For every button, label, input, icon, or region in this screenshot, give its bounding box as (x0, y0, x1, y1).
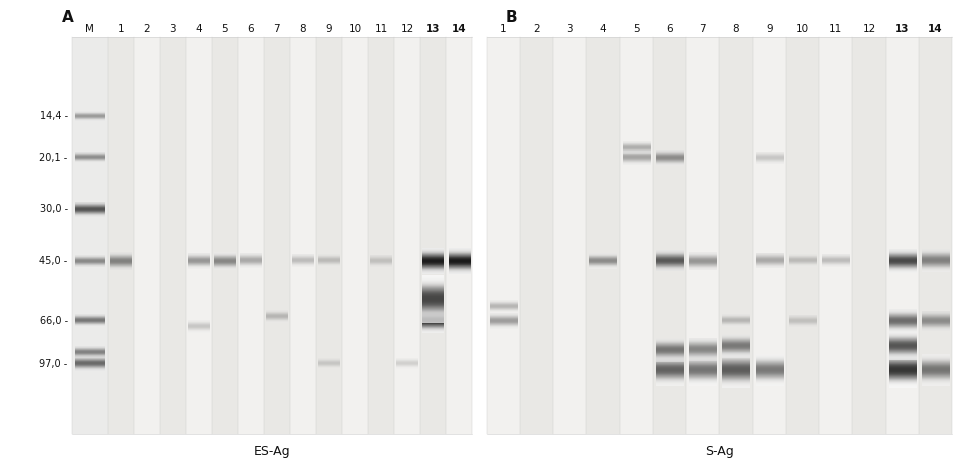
Text: 8: 8 (732, 24, 739, 34)
Text: 6: 6 (247, 24, 253, 34)
Text: 10: 10 (348, 24, 361, 34)
Text: 20,1 -: 20,1 - (39, 153, 68, 163)
Bar (315, 37, 341, 434)
Text: 6: 6 (665, 24, 672, 34)
Bar (884, 37, 918, 434)
Text: 4: 4 (195, 24, 202, 34)
Text: 97,0 -: 97,0 - (39, 359, 68, 369)
Bar (237, 37, 264, 434)
Text: 45,0 -: 45,0 - (39, 256, 68, 266)
Bar (618, 37, 652, 434)
Text: 13: 13 (425, 24, 440, 34)
Text: A: A (62, 10, 73, 25)
Text: 11: 11 (375, 24, 387, 34)
Text: 8: 8 (299, 24, 306, 34)
Bar (394, 37, 419, 434)
Bar (186, 37, 212, 434)
Bar (652, 37, 685, 434)
Text: 10: 10 (795, 24, 808, 34)
Text: 14,4 -: 14,4 - (40, 111, 68, 121)
Bar (918, 37, 951, 434)
Bar (446, 37, 472, 434)
Text: 30,0 -: 30,0 - (40, 204, 68, 214)
Bar (752, 37, 785, 434)
Text: 13: 13 (894, 24, 908, 34)
Text: 12: 12 (862, 24, 875, 34)
Bar (341, 37, 368, 434)
Bar (519, 37, 553, 434)
Text: 1: 1 (117, 24, 124, 34)
Bar (785, 37, 819, 434)
Text: 9: 9 (325, 24, 332, 34)
Text: 11: 11 (828, 24, 841, 34)
Bar (71, 37, 108, 434)
Bar (419, 37, 446, 434)
Text: 5: 5 (632, 24, 639, 34)
Bar (159, 37, 186, 434)
Bar (586, 37, 618, 434)
Text: 7: 7 (699, 24, 705, 34)
Text: ES-Ag: ES-Ag (253, 445, 290, 458)
Text: 14: 14 (452, 24, 466, 34)
Bar (685, 37, 719, 434)
Text: S-Ag: S-Ag (704, 445, 733, 458)
Text: 2: 2 (533, 24, 539, 34)
Bar (212, 37, 237, 434)
Text: 14: 14 (927, 24, 942, 34)
Text: 4: 4 (599, 24, 605, 34)
Text: 3: 3 (566, 24, 573, 34)
Bar (368, 37, 394, 434)
Text: 2: 2 (143, 24, 150, 34)
Text: 7: 7 (274, 24, 280, 34)
Bar (851, 37, 884, 434)
Text: 9: 9 (765, 24, 772, 34)
Bar (108, 37, 133, 434)
Text: 1: 1 (499, 24, 506, 34)
Bar (290, 37, 315, 434)
Bar (264, 37, 290, 434)
Bar (819, 37, 851, 434)
Bar (553, 37, 586, 434)
Text: 5: 5 (221, 24, 228, 34)
Text: 12: 12 (400, 24, 414, 34)
Bar (719, 37, 752, 434)
Text: 3: 3 (170, 24, 176, 34)
Bar (133, 37, 159, 434)
Text: 66,0 -: 66,0 - (40, 316, 68, 325)
Text: M: M (85, 24, 94, 34)
Bar (486, 37, 519, 434)
Text: B: B (505, 10, 517, 25)
